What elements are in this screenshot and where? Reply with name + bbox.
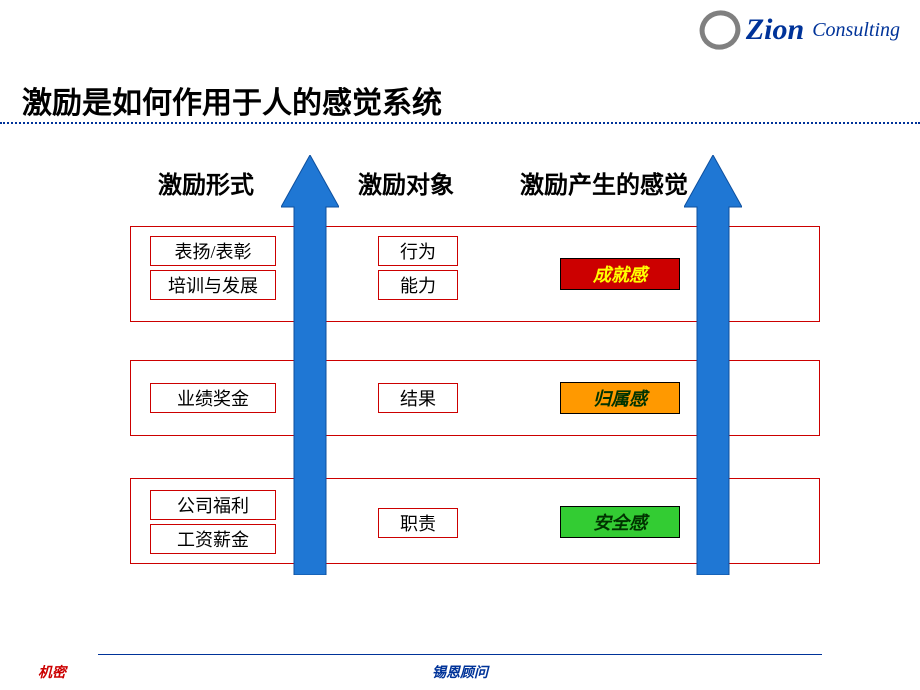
feeling-badge: 安全感 bbox=[560, 506, 680, 538]
target-cell: 结果 bbox=[378, 383, 458, 413]
target-cell: 行为 bbox=[378, 236, 458, 266]
form-cell: 工资薪金 bbox=[150, 524, 276, 554]
logo-subtitle: Consulting bbox=[812, 19, 900, 42]
slide-title: 激励是如何作用于人的感觉系统 bbox=[22, 78, 442, 122]
title-divider bbox=[0, 122, 920, 124]
form-cell: 培训与发展 bbox=[150, 270, 276, 300]
target-cell: 职责 bbox=[378, 508, 458, 538]
form-cell: 业绩奖金 bbox=[150, 383, 276, 413]
feeling-badge: 成就感 bbox=[560, 258, 680, 290]
column-header-2: 激励对象 bbox=[358, 165, 454, 200]
logo-ring-icon bbox=[698, 8, 742, 52]
form-cell: 公司福利 bbox=[150, 490, 276, 520]
form-cell: 表扬/表彰 bbox=[150, 236, 276, 266]
column-header-3: 激励产生的感觉 bbox=[520, 165, 688, 200]
feeling-badge: 归属感 bbox=[560, 382, 680, 414]
footer-divider bbox=[98, 654, 822, 655]
logo-area: Zion Consulting bbox=[698, 8, 900, 52]
logo-brand: Zion bbox=[746, 13, 804, 47]
footer-company: 锡恩顾问 bbox=[0, 662, 920, 682]
column-header-1: 激励形式 bbox=[158, 165, 254, 200]
target-cell: 能力 bbox=[378, 270, 458, 300]
